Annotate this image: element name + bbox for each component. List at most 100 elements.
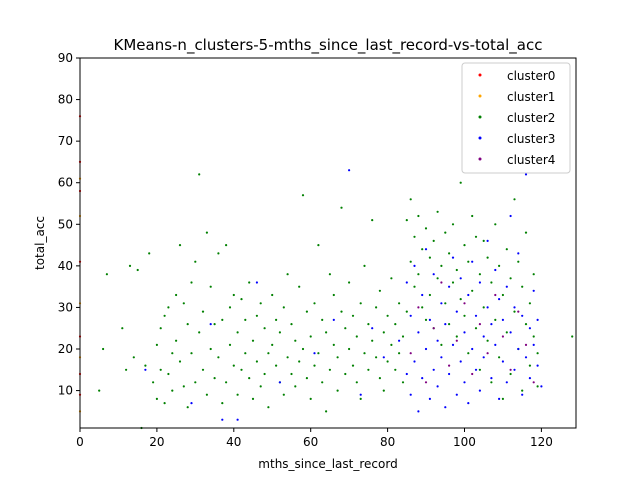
legend: cluster0 cluster1 cluster2 cluster3 cluster4 xyxy=(461,62,571,174)
data-point-cluster2 xyxy=(236,331,239,334)
data-point-cluster3 xyxy=(313,352,316,355)
data-point-cluster2 xyxy=(152,381,155,384)
data-point-cluster2 xyxy=(321,318,324,321)
data-point-cluster4 xyxy=(432,327,435,330)
data-point-cluster2 xyxy=(98,389,101,392)
legend-label-cluster2: cluster2 xyxy=(507,111,555,125)
data-point-cluster2 xyxy=(348,347,351,351)
data-point-cluster2 xyxy=(144,364,147,367)
data-point-cluster2 xyxy=(517,260,520,263)
data-point-cluster2 xyxy=(275,364,278,367)
data-point-cluster2 xyxy=(194,260,197,263)
data-point-cluster2 xyxy=(263,372,266,376)
x-axis: 0 20 40 60 80 100 120 xyxy=(76,428,553,449)
data-point-cluster2 xyxy=(232,293,235,297)
data-point-cluster2 xyxy=(490,381,493,384)
data-point-cluster2 xyxy=(317,352,320,355)
data-point-cluster3 xyxy=(478,389,481,392)
points-layer xyxy=(78,115,574,430)
data-point-cluster3 xyxy=(521,393,524,396)
data-point-cluster2 xyxy=(501,397,504,400)
data-point-cluster3 xyxy=(532,289,535,292)
data-point-cluster3 xyxy=(498,397,501,400)
data-point-cluster2 xyxy=(125,368,128,371)
data-point-cluster2 xyxy=(167,372,170,376)
data-point-cluster2 xyxy=(417,273,420,276)
data-point-cluster3 xyxy=(417,331,420,334)
data-point-cluster2 xyxy=(524,323,528,326)
data-point-cluster2 xyxy=(498,356,501,359)
plot-frame xyxy=(79,57,577,429)
data-point-cluster2 xyxy=(178,244,182,247)
data-point-cluster2 xyxy=(290,372,293,376)
data-point-cluster3 xyxy=(278,381,281,384)
data-point-cluster2 xyxy=(290,323,293,326)
data-point-cluster2 xyxy=(455,268,458,272)
data-point-cluster2 xyxy=(375,356,378,359)
y-tick-label: 30 xyxy=(58,300,73,314)
data-point-cluster2 xyxy=(444,231,447,234)
data-point-cluster2 xyxy=(301,347,305,351)
data-point-cluster2 xyxy=(201,368,205,371)
data-point-cluster2 xyxy=(251,397,255,400)
data-point-cluster2 xyxy=(244,352,247,355)
data-point-cluster3 xyxy=(494,343,497,346)
data-point-cluster2 xyxy=(194,381,197,384)
data-point-cluster2 xyxy=(448,252,451,255)
data-point-cluster3 xyxy=(409,314,412,317)
data-point-cluster2 xyxy=(363,352,366,355)
data-point-cluster2 xyxy=(390,277,393,280)
data-point-cluster2 xyxy=(405,310,408,313)
data-point-cluster4 xyxy=(486,352,489,355)
data-point-cluster2 xyxy=(521,389,524,392)
legend-marker-cluster2 xyxy=(478,115,482,119)
x-axis-label: mths_since_last_record xyxy=(258,457,397,471)
data-point-cluster3 xyxy=(482,356,485,359)
data-point-cluster2 xyxy=(417,214,420,218)
data-point-cluster2 xyxy=(513,310,516,313)
data-point-cluster2 xyxy=(486,256,489,259)
data-point-cluster3 xyxy=(440,302,443,305)
legend-box xyxy=(461,62,571,174)
y-tick-label: 40 xyxy=(58,259,73,273)
data-point-cluster2 xyxy=(225,381,228,384)
data-point-cluster2 xyxy=(371,339,374,342)
data-point-cluster2 xyxy=(340,206,343,209)
data-point-cluster2 xyxy=(175,339,178,342)
data-point-cluster3 xyxy=(444,323,447,326)
y-tick-label: 10 xyxy=(58,384,73,398)
data-point-cluster3 xyxy=(424,248,428,251)
y-axis: 10 20 30 40 50 60 70 80 90 xyxy=(58,51,80,398)
data-point-cluster3 xyxy=(471,347,474,351)
data-point-cluster2 xyxy=(240,368,243,371)
data-point-cluster3 xyxy=(448,372,451,376)
data-point-cluster2 xyxy=(351,364,355,367)
data-point-cluster2 xyxy=(474,327,478,330)
data-point-cluster2 xyxy=(305,310,308,313)
data-point-cluster2 xyxy=(259,302,262,305)
data-point-cluster2 xyxy=(448,323,451,326)
y-tick-label: 20 xyxy=(58,342,73,356)
data-point-cluster2 xyxy=(102,347,105,351)
data-point-cluster2 xyxy=(409,198,412,201)
x-tick-label: 40 xyxy=(226,435,241,449)
data-point-cluster2 xyxy=(136,268,139,272)
data-point-cluster2 xyxy=(359,302,362,305)
data-point-cluster2 xyxy=(505,331,508,334)
legend-label-cluster0: cluster0 xyxy=(507,69,555,83)
data-point-cluster2 xyxy=(401,381,405,384)
data-point-cluster2 xyxy=(336,356,339,359)
data-point-cluster2 xyxy=(482,239,485,242)
data-point-cluster2 xyxy=(244,318,247,321)
data-point-cluster2 xyxy=(394,368,397,371)
data-point-cluster2 xyxy=(436,210,439,213)
data-point-cluster2 xyxy=(532,273,535,276)
data-point-cluster3 xyxy=(486,306,489,309)
data-point-cluster2 xyxy=(298,360,301,363)
data-point-cluster3 xyxy=(459,360,462,363)
data-point-cluster2 xyxy=(413,235,416,238)
chart-title: KMeans-n_clusters-5-mths_since_last_reco… xyxy=(114,36,543,55)
data-point-cluster3 xyxy=(332,318,335,321)
data-point-cluster3 xyxy=(382,356,385,359)
data-point-cluster2 xyxy=(386,360,389,363)
